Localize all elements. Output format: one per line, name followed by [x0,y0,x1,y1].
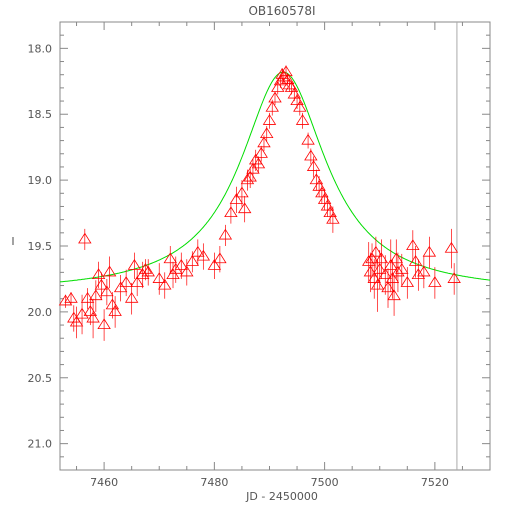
data-point [282,78,297,90]
y-tick-label: 20.0 [28,306,53,319]
x-tick-label: 7500 [311,476,339,489]
y-tick-label: 20.5 [28,372,53,385]
data-point [130,276,144,287]
data-point [191,245,205,257]
x-tick-label: 7460 [90,476,118,489]
data-point [387,289,401,301]
y-tick-label: 21.0 [28,438,53,451]
plot-area: 7460 7480 7500 7520 18.0 18.5 19.0 19.5 20.0 20.5… [28,21,491,489]
data-point [293,100,307,112]
data-point [78,232,92,244]
data-point [58,294,73,306]
x-tick-label: 7520 [421,476,449,489]
y-axis-title: I [11,235,14,248]
data-point [108,305,122,316]
data-point [141,265,155,277]
data-point [268,91,282,103]
data-point [80,291,95,303]
data-point [391,265,405,277]
data-point [374,252,389,264]
data-point [254,147,268,158]
data-point [124,291,139,303]
data-point [306,160,321,171]
y-tick-label: 19.5 [28,240,53,253]
data-point [444,241,459,253]
data-point [152,272,166,283]
data-point [295,114,310,125]
data-point [411,268,426,279]
data-point [229,193,244,204]
data-point [422,245,437,257]
data-point [260,127,274,139]
data-point [89,289,103,301]
x-tick-label: 7480 [200,476,228,489]
data-point [363,265,378,277]
data-point [174,259,189,270]
data-point [196,249,211,261]
data-point [277,70,291,82]
data-point [279,65,293,77]
data-point [224,206,238,218]
data-point [180,265,194,277]
data-point [447,272,461,283]
y-tick-label: 18.5 [28,108,53,121]
data-point [417,265,431,277]
chart-title: OB160578I [248,4,315,18]
data-point [326,212,340,224]
data-point [235,186,249,198]
data-point [265,100,279,112]
data-point [301,133,315,145]
x-axis-title: JD - 2450000 [245,490,318,503]
data-point [284,81,299,92]
data-point [251,157,266,169]
data-point [75,307,89,319]
y-tick-label: 19.0 [28,174,53,187]
data-point [86,311,100,323]
data-point [127,259,142,270]
data-point [400,276,415,287]
data-point [428,276,442,287]
data-point [119,276,133,287]
data-point [369,245,383,257]
data-point [237,202,252,214]
data-point [257,136,271,148]
data-point [207,259,222,270]
data-point [373,262,387,274]
data-point [365,252,379,264]
data-point [97,318,111,330]
data-point [94,278,109,290]
data-point [218,228,233,240]
data-point [262,114,277,125]
data-point [100,285,114,297]
data-point [370,278,385,290]
data-point [384,259,398,270]
data-point [185,255,200,266]
data-point [389,252,404,264]
data-point [280,73,295,84]
data-point [395,262,409,274]
data-point [213,252,227,264]
data-point [304,149,318,161]
data-point [406,239,420,251]
data-point [158,278,172,290]
data-point [64,291,78,303]
data-point [69,315,84,327]
data-point [163,252,177,264]
y-tick-label: 18.0 [28,42,53,55]
data-point [113,281,128,293]
data-point [169,262,183,274]
data-point [102,265,117,277]
data-point [385,272,400,283]
plot-frame [59,21,491,471]
